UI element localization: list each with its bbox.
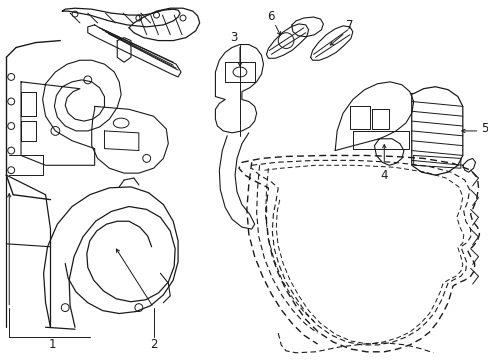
Text: 2: 2: [149, 338, 157, 351]
Text: 7: 7: [346, 19, 353, 32]
Text: 3: 3: [230, 31, 237, 44]
Text: 1: 1: [49, 338, 56, 351]
Text: 4: 4: [380, 168, 387, 181]
Text: 6: 6: [266, 10, 274, 23]
Text: 5: 5: [481, 122, 488, 135]
